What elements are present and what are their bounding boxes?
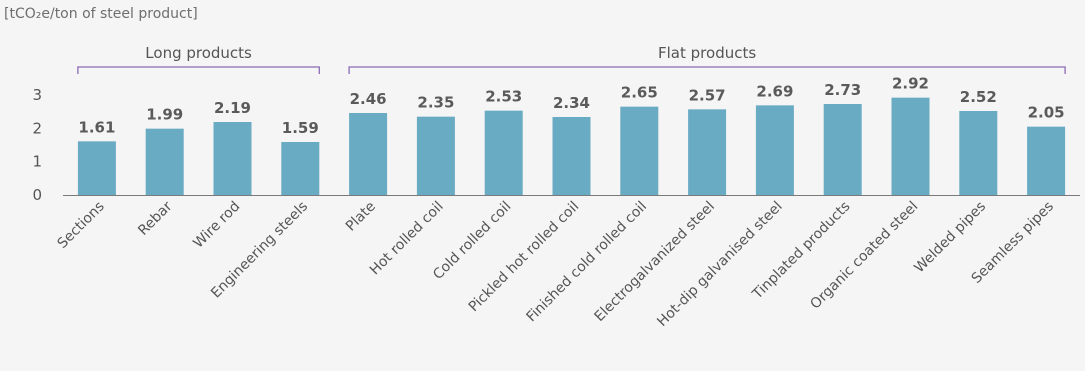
- group-label-flat: Flat products: [658, 44, 756, 62]
- bar: [552, 117, 591, 195]
- data-label: 2.34: [553, 94, 590, 112]
- bar: [77, 141, 116, 195]
- category-label: Sections: [54, 199, 107, 252]
- data-label: 2.65: [621, 84, 658, 102]
- bar: [145, 128, 184, 195]
- y-unit-label: [tCO₂e/ton of steel product]: [4, 6, 198, 22]
- bar: [1027, 126, 1066, 195]
- category-label: Wire rod: [190, 199, 243, 252]
- data-label: 2.46: [350, 90, 387, 108]
- category-label: Plate: [343, 199, 379, 235]
- data-label: 1.99: [146, 106, 183, 124]
- group-bracket-long: [77, 66, 320, 74]
- bar: [620, 106, 659, 195]
- group-flat-products: Flat products: [348, 44, 1066, 74]
- data-label: 2.19: [214, 99, 251, 117]
- bar: [891, 97, 930, 195]
- group-bracket-flat: [348, 66, 1066, 74]
- category-label: Electrogalvanized steel: [592, 199, 718, 325]
- bars: [77, 97, 1066, 195]
- bar: [281, 142, 320, 195]
- bar: [484, 110, 523, 195]
- y-tick-label: 2: [32, 119, 42, 137]
- bar: [688, 109, 727, 195]
- y-tick-label: 3: [32, 86, 42, 104]
- group-long-products: Long products: [77, 44, 320, 74]
- data-label: 2.92: [892, 75, 929, 93]
- data-label: 2.52: [960, 88, 997, 106]
- data-label: 1.61: [78, 118, 115, 136]
- value-labels: 1.61 1.99 2.19 1.59 2.46 2.35 2.53 2.34 2.65 2.57…: [78, 75, 1064, 137]
- bar: [213, 122, 252, 195]
- bar: [416, 116, 455, 195]
- bar: [349, 113, 388, 195]
- y-axis-ticks: 0 1 2 3: [32, 86, 42, 204]
- category-label: Finished cold rolled coil: [524, 199, 651, 326]
- data-label: 1.59: [282, 119, 319, 137]
- data-label: 2.35: [417, 94, 454, 112]
- y-tick-label: 1: [32, 153, 42, 171]
- data-label: 2.57: [689, 86, 726, 104]
- bar: [959, 111, 998, 195]
- y-tick-label: 0: [32, 186, 42, 204]
- bar: [823, 104, 862, 195]
- data-label: 2.53: [485, 88, 522, 106]
- category-label: Rebar: [135, 198, 175, 238]
- category-label: Welded pipes: [911, 199, 989, 277]
- data-label: 2.05: [1028, 104, 1065, 122]
- category-label: Pickled hot rolled coil: [466, 199, 583, 316]
- data-label: 2.69: [756, 82, 793, 100]
- category-label: Hot-dip galvanised steel: [654, 199, 785, 330]
- data-label: 2.73: [824, 81, 861, 99]
- group-label-long: Long products: [145, 44, 252, 62]
- bar: [755, 105, 794, 195]
